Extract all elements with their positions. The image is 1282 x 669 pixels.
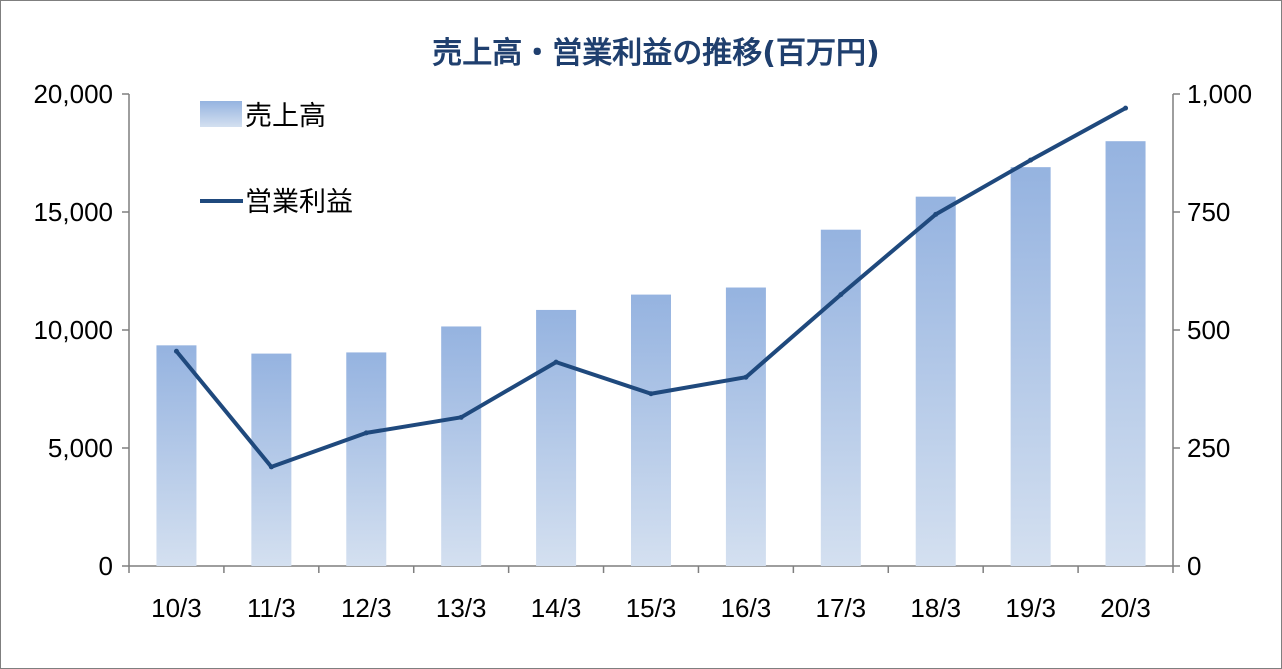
- y-left-tick-label: 15,000: [33, 197, 113, 227]
- legend-swatch-sales: [200, 101, 242, 127]
- x-tick-label: 16/3: [721, 593, 772, 623]
- x-tick-label: 11/3: [247, 593, 296, 623]
- legend-label-sales: 売上高: [245, 101, 326, 132]
- y-left-tick-label: 10,000: [33, 315, 113, 345]
- x-tick-label: 20/3: [1100, 593, 1151, 623]
- point-operating-income-18-3: [933, 211, 939, 217]
- point-operating-income-17-3: [838, 292, 844, 298]
- point-operating-income-19-3: [1028, 157, 1034, 163]
- bar-sales-10-3: [156, 345, 197, 566]
- y-right-tick-label: 250: [1187, 433, 1230, 463]
- point-operating-income-13-3: [458, 414, 464, 420]
- y-left-tick-label: 20,000: [33, 79, 113, 109]
- x-tick-label: 14/3: [531, 593, 582, 623]
- point-operating-income-20-3: [1123, 105, 1129, 111]
- x-tick-label: 13/3: [436, 593, 487, 623]
- bar-sales-11-3: [251, 353, 292, 566]
- point-operating-income-14-3: [553, 359, 559, 365]
- y-right-tick-label: 0: [1187, 551, 1201, 581]
- y-right-tick-label: 500: [1187, 315, 1230, 345]
- bar-series: [156, 141, 1146, 566]
- chart-title: 売上高・営業利益の推移(百万円): [432, 36, 879, 71]
- point-operating-income-10-3: [173, 348, 179, 354]
- bar-sales-20-3: [1105, 141, 1146, 566]
- x-tick-label: 15/3: [626, 593, 677, 623]
- line-series: [173, 105, 1129, 470]
- legend: 売上高 営業利益: [200, 101, 353, 218]
- point-operating-income-16-3: [743, 374, 749, 380]
- point-operating-income-15-3: [648, 391, 654, 397]
- bar-sales-19-3: [1010, 167, 1051, 566]
- tick-labels: 0 0 5,000 250 10,000 500 15,000 750 20,000 1,000 1…: [33, 79, 1252, 623]
- x-tick-label: 18/3: [910, 593, 961, 623]
- y-right-tick-label: 1,000: [1187, 79, 1252, 109]
- y-left-tick-label: 5,000: [48, 433, 113, 463]
- bar-sales-12-3: [346, 352, 387, 566]
- y-right-tick-label: 750: [1187, 197, 1230, 227]
- x-tick-label: 10/3: [151, 593, 202, 623]
- y-left-tick-label: 0: [99, 551, 113, 581]
- legend-label-operating-income: 営業利益: [245, 187, 353, 218]
- x-tick-label: 17/3: [816, 593, 867, 623]
- bar-sales-13-3: [441, 326, 482, 566]
- bar-sales-17-3: [820, 229, 861, 566]
- bar-sales-15-3: [631, 294, 671, 566]
- point-operating-income-11-3: [268, 464, 274, 470]
- x-tick-label: 19/3: [1005, 593, 1056, 623]
- x-tick-label: 12/3: [341, 593, 392, 623]
- point-operating-income-12-3: [363, 430, 369, 436]
- bar-sales-14-3: [536, 309, 577, 566]
- bar-sales-16-3: [725, 287, 766, 566]
- bar-sales-18-3: [915, 196, 956, 566]
